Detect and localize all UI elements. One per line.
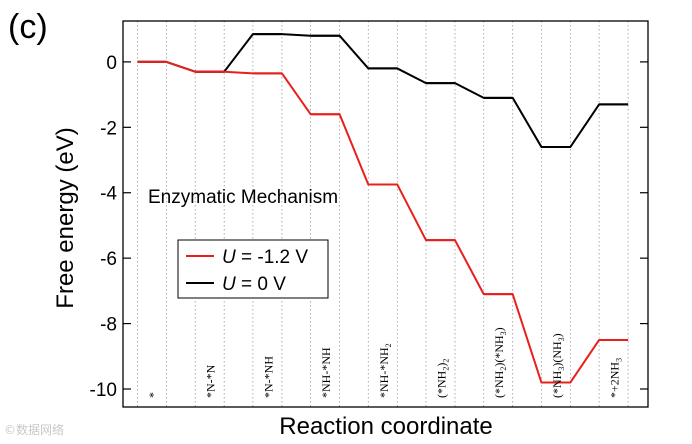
state-label-2: *N-*NH	[261, 356, 275, 398]
state-label-7-part-4: )	[550, 333, 564, 337]
state-label-0-part-0: *	[146, 392, 160, 398]
legend-box	[177, 239, 329, 299]
state-labels: * *N-*N *N-*NH *NH-*NH *NH-*NH2(*NH2)2(*NH2)…	[146, 327, 624, 398]
watermark: ©数据网络	[4, 423, 65, 437]
y-tick-label-2: -4	[100, 184, 117, 205]
x-axis-title: Reaction coordinate	[279, 413, 492, 440]
vertical-gridlines	[137, 21, 629, 407]
y-tick-label-3: -6	[100, 249, 117, 270]
plot-frame	[122, 20, 649, 408]
legend-label-u-0: U = 0 V	[222, 274, 286, 295]
state-label-6-part-0: (*NH	[492, 370, 506, 398]
state-label-5-part-2: )	[435, 363, 449, 367]
legend: U = -1.2 V U = 0 V	[177, 239, 329, 299]
state-label-8-part-0: *+2NH	[608, 362, 622, 398]
state-label-4-part-1: 2	[384, 343, 393, 347]
state-label-5-part-0: (*NH	[435, 370, 449, 398]
panel-label: (c)	[8, 8, 48, 46]
state-label-5: (*NH2)2	[435, 359, 451, 398]
state-label-4-part-0: *NH-*NH	[377, 347, 391, 398]
series-line-1	[137, 33, 629, 148]
state-label-7-part-0: (*NH	[550, 370, 564, 398]
y-tick-label-1: -2	[100, 118, 117, 139]
series-lines	[137, 33, 629, 384]
state-label-6-part-1: 2	[499, 367, 508, 371]
state-label-6-part-2: )(*NH	[492, 335, 506, 367]
state-label-5-part-3: 2	[442, 359, 451, 363]
y-tick-label-0: 0	[106, 53, 117, 74]
state-label-5-part-1: 2	[442, 367, 451, 371]
state-label-4: *NH-*NH2	[377, 343, 393, 398]
mechanism-annotation: Enzymatic Mechanism	[148, 187, 338, 208]
legend-label-u-minus-1-2: U = -1.2 V	[222, 247, 308, 268]
y-axis-title: Free energy (eV)	[52, 127, 79, 308]
state-label-6-part-3: 3	[499, 331, 508, 335]
state-label-7-part-2: )(NH	[550, 341, 564, 367]
state-label-2-part-0: *N-*NH	[261, 356, 275, 398]
state-label-8-part-1: 3	[615, 358, 624, 362]
state-label-8: *+2NH3	[608, 358, 624, 398]
y-tick-label-5: -10	[90, 380, 117, 401]
state-label-7-part-3: 3	[557, 337, 566, 341]
y-axis-ticks: 0 -2 -4 -6 -8 -10	[90, 53, 648, 401]
state-label-6-part-4: )	[492, 327, 506, 331]
y-tick-label-4: -8	[100, 315, 117, 336]
state-label-7: (*NH3)(NH3)	[550, 333, 566, 398]
state-label-7-part-1: 3	[557, 367, 566, 371]
state-label-6: (*NH2)(*NH3)	[492, 327, 508, 398]
state-label-1: *N-*N	[204, 364, 218, 398]
state-label-3-part-0: *NH-*NH	[319, 347, 333, 398]
state-label-3: *NH-*NH	[319, 347, 333, 398]
state-label-0: *	[146, 392, 160, 398]
state-label-1-part-0: *N-*N	[204, 364, 218, 398]
